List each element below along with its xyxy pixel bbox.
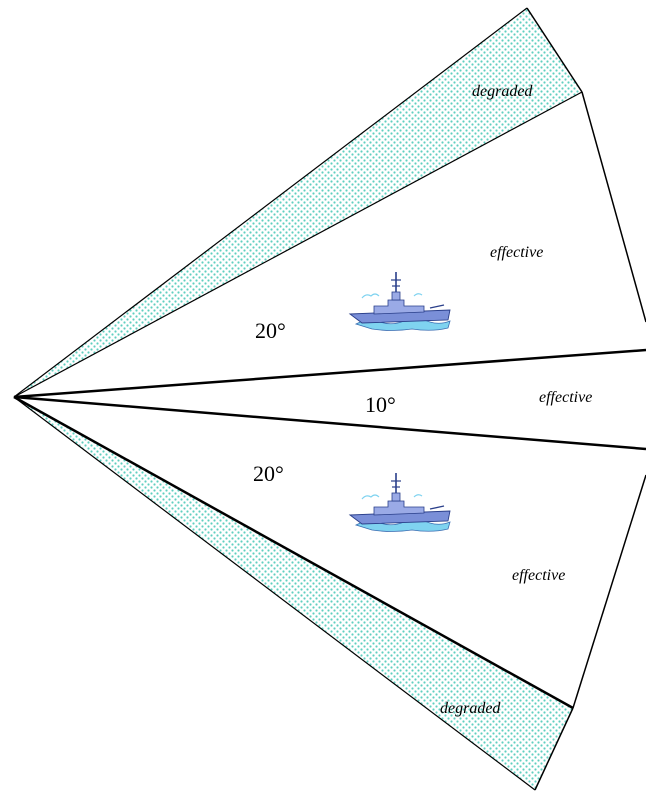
- upper-degraded-zone: [14, 8, 582, 397]
- center-effective-label: effective: [539, 389, 592, 406]
- lower-effective-label: effective: [512, 567, 565, 584]
- center-lower-ray: [13, 395, 646, 451]
- lower-end-edge: [534, 707, 574, 791]
- lower-angle-label: 20°: [253, 461, 284, 486]
- center-upper-ray: [13, 348, 646, 399]
- upper-outer-ray: [13, 7, 528, 398]
- upper-angle-label: 20°: [255, 318, 286, 343]
- lower-degraded-zone: [14, 397, 573, 790]
- center-angle-label: 10°: [365, 392, 396, 417]
- upper-effective-label: effective: [490, 244, 543, 261]
- lower-degraded-label: degraded: [440, 700, 501, 717]
- upper-effective-ray: [13, 91, 583, 398]
- upper-degraded-label: degraded: [472, 83, 533, 100]
- lower-arc-edge: [572, 474, 646, 709]
- upper-arc-edge: [581, 91, 646, 323]
- upper-end-edge: [526, 7, 583, 93]
- lower-warship-icon: [349, 472, 451, 533]
- lower-effective-ray: [13, 395, 574, 710]
- upper-warship-icon: [349, 271, 451, 332]
- lower-outer-ray: [13, 396, 536, 791]
